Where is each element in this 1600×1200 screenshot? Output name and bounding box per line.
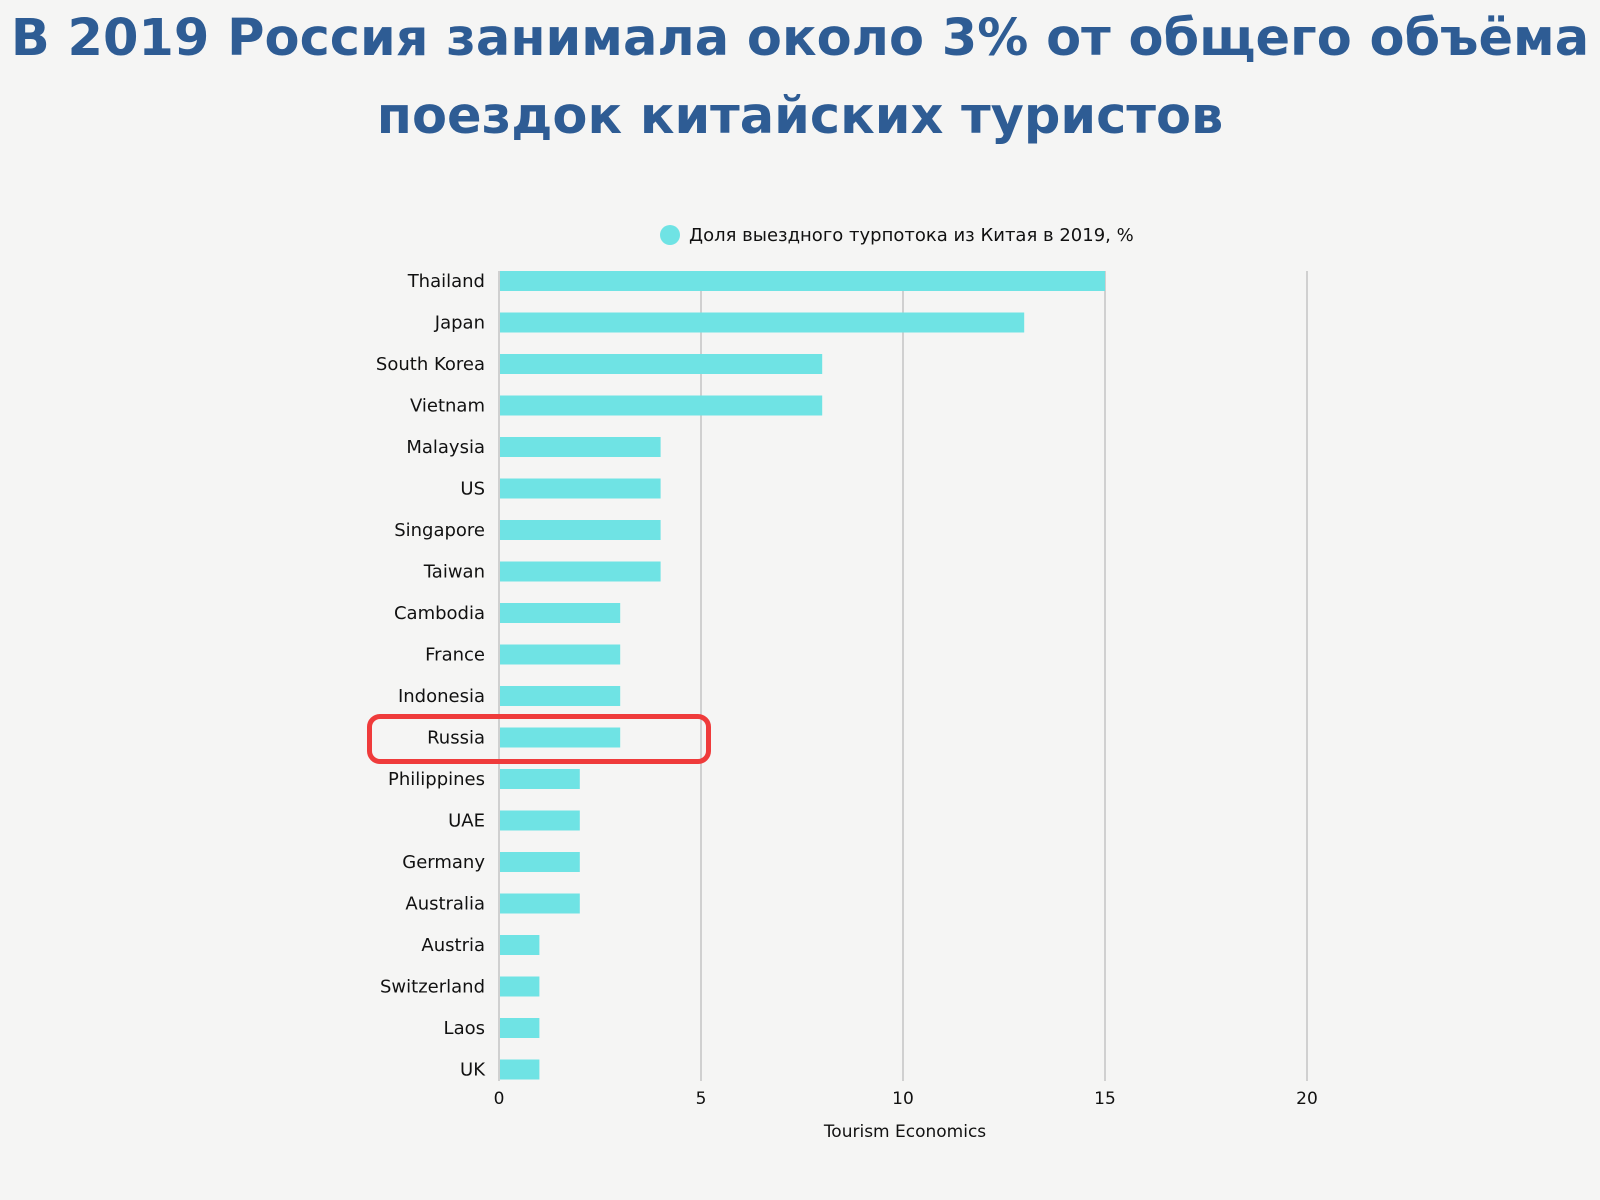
highlight-box-russia (367, 714, 711, 764)
category-label: Australia (405, 894, 485, 915)
category-label: Singapore (394, 520, 485, 541)
bar (500, 561, 661, 582)
x-tick-label: 0 (494, 1089, 505, 1109)
category-label: Thailand (407, 271, 485, 292)
bar (500, 976, 540, 997)
x-tick-label: 10 (892, 1089, 914, 1109)
category-label: South Korea (376, 354, 485, 375)
category-label: Japan (434, 313, 485, 334)
category-label: US (460, 479, 485, 500)
bar (500, 1059, 540, 1080)
category-label: Vietnam (410, 396, 485, 417)
category-label: UAE (448, 811, 485, 832)
bar (500, 520, 661, 540)
category-label: Cambodia (394, 603, 485, 624)
bar (500, 354, 823, 374)
bar (500, 271, 1105, 291)
bar (500, 810, 580, 831)
category-label: Russia (427, 728, 485, 749)
legend-label: Доля выездного турпотока из Китая в 2019… (689, 224, 1134, 246)
category-label: Taiwan (423, 562, 485, 583)
bar (500, 686, 621, 706)
category-label: Switzerland (380, 977, 485, 998)
bar (500, 935, 540, 955)
source-label: Tourism Economics (823, 1122, 987, 1142)
category-label: Malaysia (406, 437, 485, 458)
bar (500, 603, 621, 623)
x-tick-label: 15 (1094, 1089, 1116, 1109)
category-label: France (425, 645, 485, 666)
bar (500, 478, 661, 499)
category-label: Philippines (388, 769, 485, 790)
category-label: Indonesia (398, 686, 485, 707)
bar (500, 852, 580, 872)
bar (500, 727, 621, 748)
bar (500, 893, 580, 914)
x-tick-label: 20 (1296, 1089, 1318, 1109)
category-label: Laos (444, 1018, 485, 1039)
legend-marker (660, 225, 680, 245)
bar (500, 437, 661, 457)
bar (500, 395, 823, 416)
bar (500, 644, 621, 665)
category-label: Germany (402, 852, 485, 873)
chart-legend: Доля выездного турпотока из Китая в 2019… (660, 220, 1134, 250)
category-label: Austria (421, 935, 485, 956)
category-label: UK (460, 1060, 486, 1081)
bar (500, 1018, 540, 1038)
chart-title: В 2019 Россия занимала около 3% от общег… (10, 9, 1590, 146)
x-tick-label: 5 (696, 1089, 707, 1109)
bar (500, 312, 1025, 333)
bar (500, 769, 580, 789)
